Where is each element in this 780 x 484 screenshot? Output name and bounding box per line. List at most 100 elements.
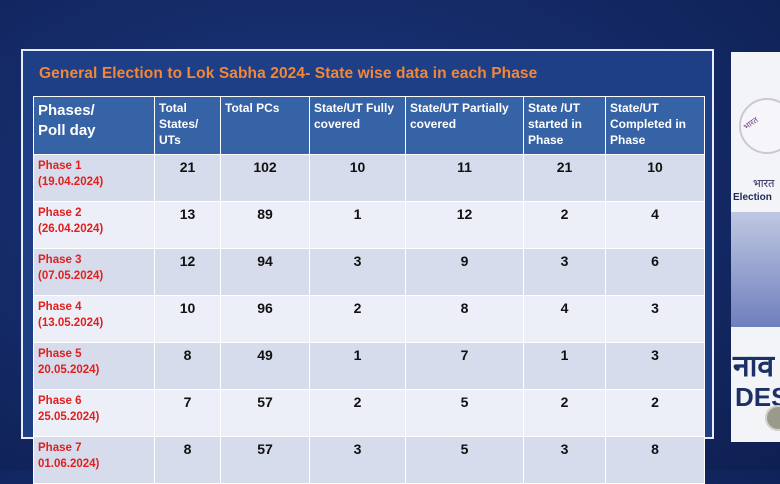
pcs-value: 96 [257, 300, 273, 316]
fully-value: 1 [353, 347, 362, 363]
started-cell: 1 [523, 342, 606, 390]
header-total-pcs-line1: Total PCs [225, 101, 280, 115]
partially-value: 11 [457, 159, 472, 175]
partially-cell: 12 [405, 201, 524, 249]
pcs-value: 57 [257, 394, 273, 410]
partially-value: 5 [460, 394, 469, 410]
phase-cell: Phase 3 (07.05.2024) [33, 248, 155, 296]
started-value: 2 [560, 394, 569, 410]
election-phase-table: Phases/ Poll day Total States/ UTs Total… [33, 96, 705, 484]
states-value: 12 [179, 253, 196, 269]
fully-value: 10 [349, 159, 366, 175]
phase-cell: Phase 5 20.05.2024) [33, 342, 155, 390]
phase-date: (07.05.2024) [38, 270, 104, 282]
header-partially-line1: State/UT Partially [410, 101, 509, 115]
header-fully-covered: State/UT Fully covered [309, 96, 406, 155]
header-fully-line2: covered [314, 117, 361, 131]
header-total-states-line2: States/ [159, 117, 199, 131]
started-value: 1 [560, 347, 569, 363]
started-value: 21 [556, 159, 573, 175]
states-value: 7 [183, 394, 192, 410]
phase-name: Phase 2 [38, 207, 82, 219]
states-cell: 12 [154, 248, 221, 296]
fully-value: 2 [353, 300, 362, 316]
header-fully-line1: State/UT Fully [314, 101, 395, 115]
completed-cell: 6 [605, 248, 705, 296]
states-value: 21 [179, 159, 196, 175]
states-cell: 10 [154, 295, 221, 343]
states-cell: 8 [154, 436, 221, 484]
pcs-cell: 57 [220, 389, 310, 437]
table-row: Phase 2 (26.04.2024) 13 89 1 12 2 4 [33, 201, 705, 249]
fully-value: 3 [353, 441, 362, 457]
started-cell: 4 [523, 295, 606, 343]
states-value: 13 [179, 206, 196, 222]
partially-cell: 9 [405, 248, 524, 296]
states-value: 10 [179, 300, 196, 316]
fully-value: 2 [353, 394, 362, 410]
phase-name: Phase 7 [38, 442, 82, 454]
table-row: Phase 1 (19.04.2024) 21 102 10 11 21 10 [33, 154, 705, 202]
header-completed-line1: State/UT [610, 101, 659, 115]
pcs-cell: 102 [220, 154, 310, 202]
side-logo-panel: भारत भारत Election नाव DES [731, 52, 780, 442]
states-cell: 7 [154, 389, 221, 437]
states-value: 8 [183, 347, 192, 363]
phase-cell: Phase 7 01.06.2024) [33, 436, 155, 484]
bharat-text: भारत [753, 178, 775, 190]
partially-value: 12 [456, 206, 473, 222]
header-phase-line2: Poll day [38, 122, 96, 139]
fully-cell: 2 [309, 295, 406, 343]
started-cell: 2 [523, 201, 606, 249]
fully-value: 3 [353, 253, 362, 269]
header-phase-line1: Phases/ [38, 102, 95, 119]
phase-name: Phase 6 [38, 395, 82, 407]
banner-big-text-1: नाव [733, 350, 775, 383]
header-total-states-line1: Total [159, 101, 187, 115]
page-title: General Election to Lok Sabha 2024- Stat… [39, 65, 538, 82]
header-partially-covered: State/UT Partially covered [405, 96, 524, 155]
started-value: 4 [560, 300, 569, 316]
fully-cell: 10 [309, 154, 406, 202]
header-completed-line2: Completed in [610, 117, 687, 131]
table-header-row: Phases/ Poll day Total States/ UTs Total… [33, 96, 705, 155]
partially-value: 5 [460, 441, 469, 457]
partially-cell: 5 [405, 389, 524, 437]
completed-value: 6 [651, 253, 659, 269]
eci-text: Election [733, 192, 772, 203]
partially-value: 7 [460, 347, 469, 363]
pcs-value: 102 [253, 159, 277, 175]
pcs-cell: 89 [220, 201, 310, 249]
header-started: State /UT started in Phase [523, 96, 606, 155]
phase-cell: Phase 1 (19.04.2024) [33, 154, 155, 202]
pcs-value: 94 [257, 253, 273, 269]
phase-date: 20.05.2024) [38, 364, 100, 376]
phase-cell: Phase 4 (13.05.2024) [33, 295, 155, 343]
phase-date: 01.06.2024) [38, 458, 100, 470]
completed-value: 10 [647, 159, 663, 175]
pcs-cell: 94 [220, 248, 310, 296]
phase-date: (19.04.2024) [38, 176, 104, 188]
phase-date: 25.05.2024) [38, 411, 100, 423]
fully-cell: 3 [309, 248, 406, 296]
header-total-pcs: Total PCs [220, 96, 310, 155]
partially-cell: 7 [405, 342, 524, 390]
completed-value: 8 [651, 441, 659, 457]
completed-cell: 3 [605, 295, 705, 343]
table-row: Phase 5 20.05.2024) 8 49 1 7 1 3 [33, 342, 705, 390]
phase-name: Phase 3 [38, 254, 82, 266]
pcs-cell: 96 [220, 295, 310, 343]
header-completed-line3: Phase [610, 133, 646, 147]
completed-value: 3 [651, 300, 659, 316]
header-started-line2: started in [528, 117, 583, 131]
started-cell: 3 [523, 248, 606, 296]
banner-graphic [731, 212, 780, 327]
completed-cell: 8 [605, 436, 705, 484]
partially-cell: 5 [405, 436, 524, 484]
table-row: Phase 7 01.06.2024) 8 57 3 5 3 8 [33, 436, 705, 484]
pcs-value: 49 [257, 347, 273, 363]
pcs-cell: 49 [220, 342, 310, 390]
started-cell: 21 [523, 154, 606, 202]
completed-value: 2 [651, 394, 659, 410]
pcs-value: 57 [257, 441, 273, 457]
